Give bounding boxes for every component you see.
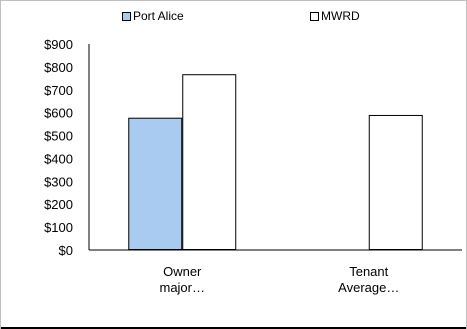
y-tick-label: $400 <box>44 151 73 166</box>
y-tick-label: $300 <box>44 174 73 189</box>
bar-mwrd <box>368 114 423 251</box>
y-tick-label: $600 <box>44 106 73 121</box>
bar-port-alice <box>128 117 183 250</box>
x-category-label: major… <box>159 280 205 295</box>
chart-legend: Port Alice MWRD <box>0 9 467 27</box>
y-tick-label: $200 <box>44 197 73 212</box>
legend-item-port-alice: Port Alice <box>122 9 184 23</box>
y-tick-label: $700 <box>44 83 73 98</box>
y-tick-label: $500 <box>44 129 73 144</box>
legend-swatch-port-alice <box>122 11 131 21</box>
x-category-label: Tenant <box>349 264 388 279</box>
y-tick-label: $800 <box>44 60 73 75</box>
bar-mwrd <box>182 74 237 250</box>
legend-label-mwrd: MWRD <box>321 9 360 23</box>
legend-item-mwrd: MWRD <box>310 9 360 23</box>
frame-bottom-border <box>1 327 466 329</box>
x-category-label: Average… <box>338 280 399 295</box>
y-tick-label: $0 <box>59 243 73 258</box>
y-tick-label: $900 <box>44 37 73 52</box>
x-category-label: Owner <box>163 264 202 279</box>
legend-label-port-alice: Port Alice <box>133 9 184 23</box>
legend-swatch-mwrd <box>310 11 319 21</box>
y-tick-label: $100 <box>44 220 73 235</box>
